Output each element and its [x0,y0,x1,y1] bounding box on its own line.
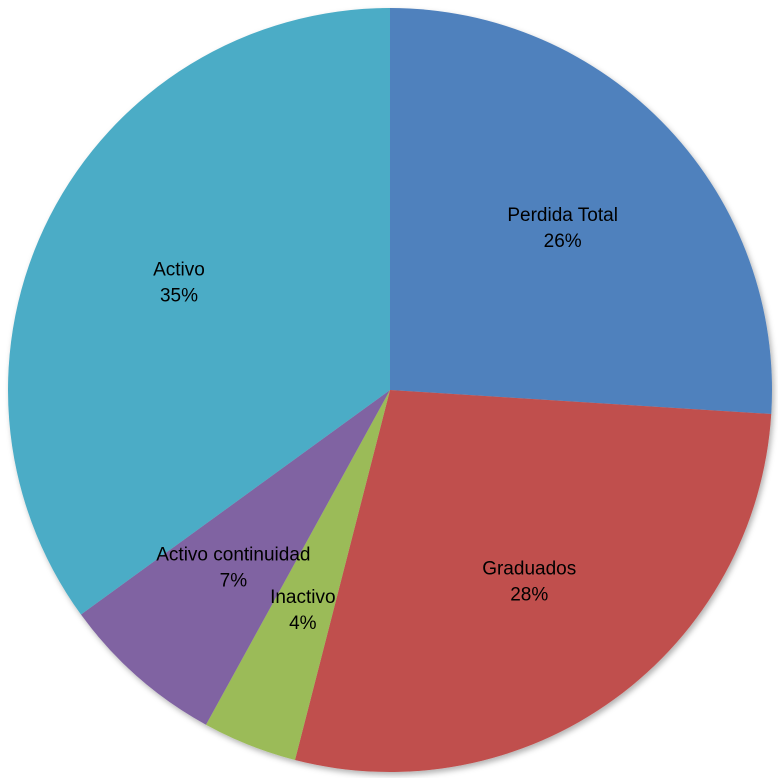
pie-slice [80,390,390,725]
value-label: 7% [220,571,248,592]
slice-label: Activo continuidad [156,545,310,566]
value-label: 28% [510,585,548,606]
pie-slice [7,8,390,615]
slice-label: Perdida Total [507,205,618,226]
value-label: 26% [544,231,582,252]
slice-label: Activo [153,259,205,280]
value-label: 35% [160,285,198,306]
pie [7,8,772,773]
slice-label: Inactivo [270,587,335,608]
slice-label: Graduados [482,559,576,580]
pie-slice [295,390,772,773]
pie-slice [390,8,772,414]
pie-slice [205,390,390,760]
value-label: 4% [289,613,317,634]
